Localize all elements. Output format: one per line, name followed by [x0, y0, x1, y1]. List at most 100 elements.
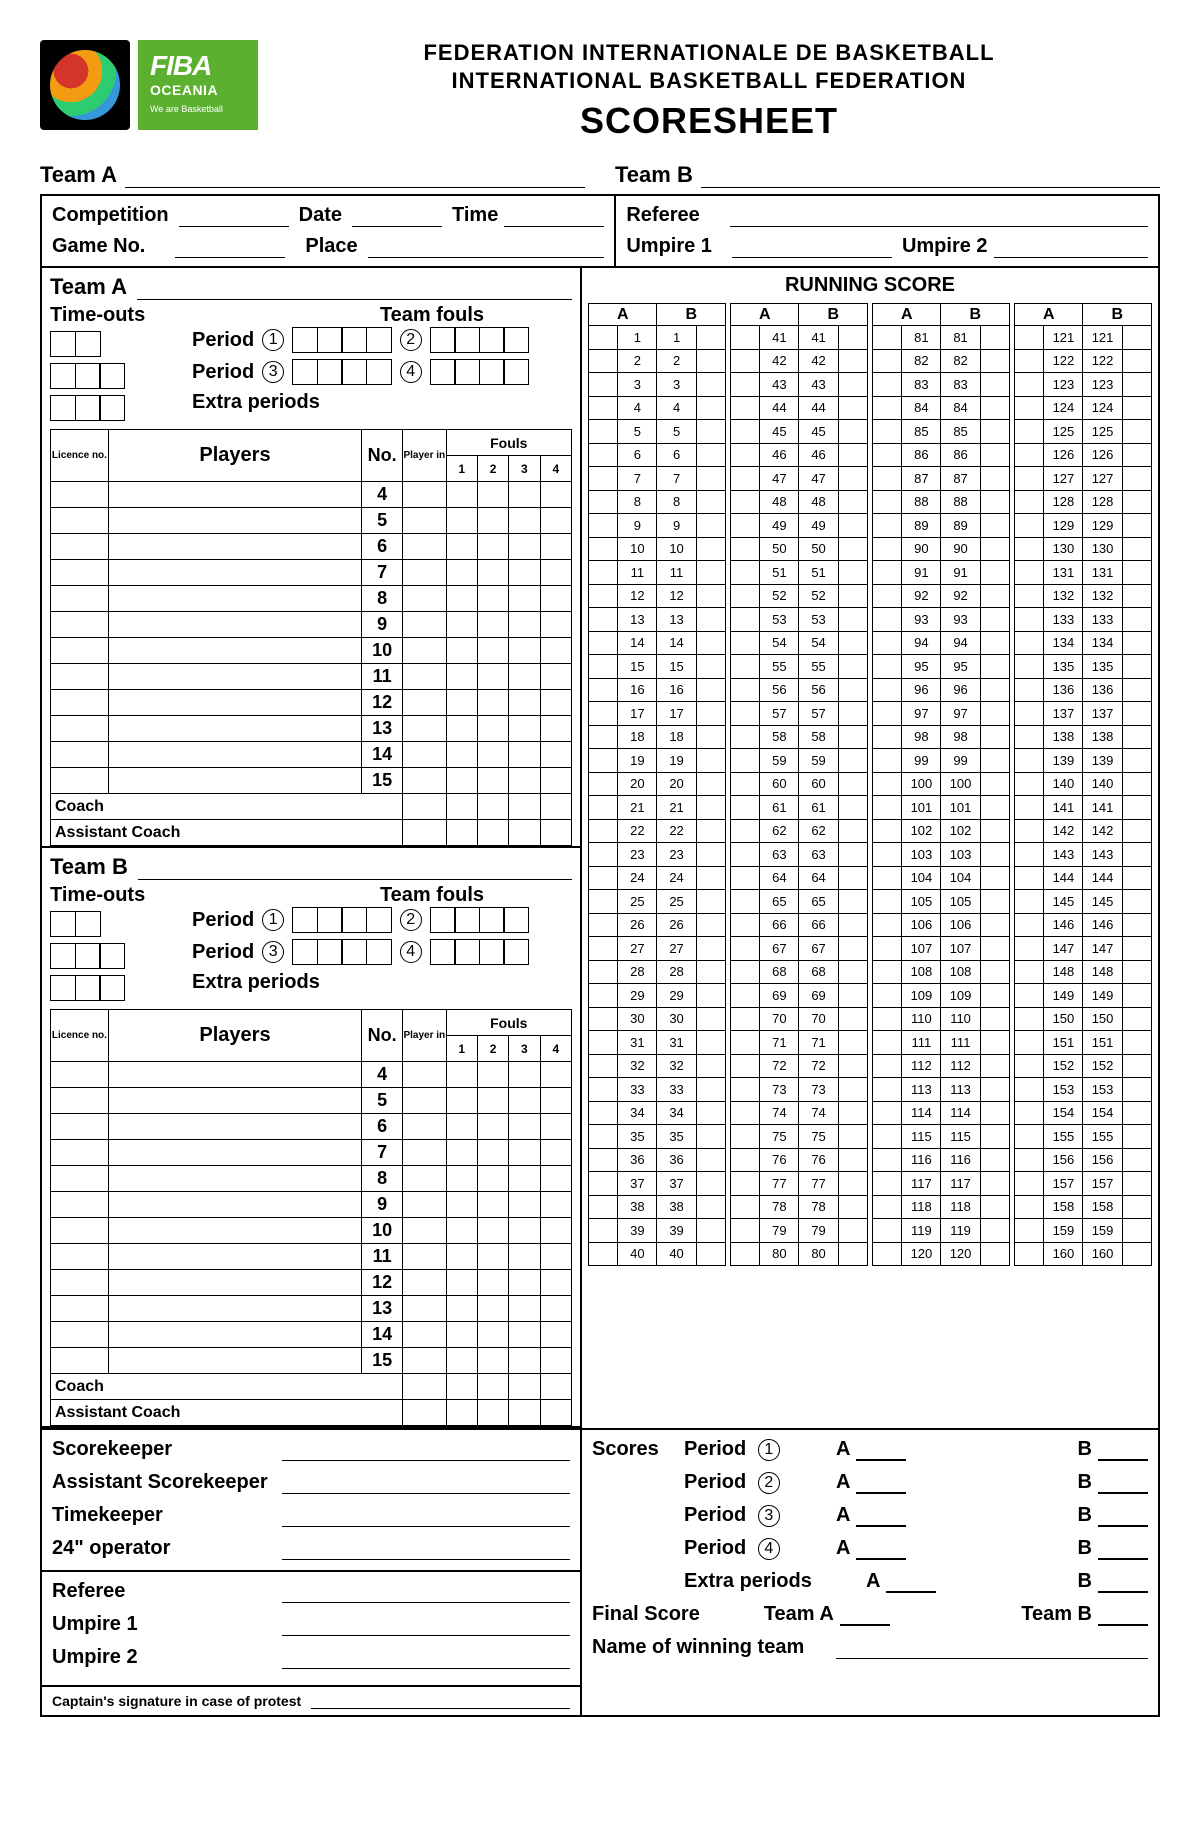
score-row: 6060 — [731, 772, 868, 796]
score-row: 145145 — [1015, 890, 1152, 914]
player-row: 6 — [51, 534, 572, 560]
umpire2-sig-label: Umpire 2 — [52, 1646, 282, 1669]
score-row: 5656 — [731, 678, 868, 702]
p3-b-blank — [1098, 1507, 1148, 1527]
team-b-name-blank — [138, 858, 572, 880]
player-row: 5 — [51, 508, 572, 534]
score-row: 142142 — [1015, 819, 1152, 843]
score-row: 7979 — [731, 1219, 868, 1243]
score-row: 1919 — [589, 749, 726, 773]
date-label: Date — [299, 204, 342, 227]
score-row: 3535 — [589, 1125, 726, 1149]
bottom-right: ScoresPeriod 1ABPeriod 2ABPeriod 3ABPeri… — [582, 1430, 1158, 1715]
score-row: 7070 — [731, 1007, 868, 1031]
score-row: 144144 — [1015, 866, 1152, 890]
player-row: 14 — [51, 1322, 572, 1348]
score-row: 4747 — [731, 467, 868, 491]
score-row: 117117 — [873, 1172, 1010, 1196]
score-row: 115115 — [873, 1125, 1010, 1149]
score-row: 124124 — [1015, 396, 1152, 420]
timeout-boxes-h1 — [50, 331, 180, 357]
scores-period1-label: Period 1 — [684, 1438, 824, 1461]
player-row: 4 — [51, 482, 572, 508]
score-col-b-header: B — [1083, 304, 1152, 326]
score-row: 4040 — [589, 1242, 726, 1266]
score-row: 4545 — [731, 420, 868, 444]
final-score-label: Final Score — [592, 1603, 700, 1626]
timeout-boxes-extra — [50, 395, 180, 421]
score-row: 8383 — [873, 373, 1010, 397]
score-row: 4343 — [731, 373, 868, 397]
main-box: Competition Date Time Game No. Place Ref… — [40, 194, 1160, 1717]
p4-a-blank — [856, 1540, 906, 1560]
title-line2: INTERNATIONAL BASKETBALL FEDERATION — [258, 68, 1160, 94]
period2-foul-boxes — [430, 907, 530, 933]
score-col-a-header: A — [731, 304, 799, 326]
team-b-block: Team B Time-outs Team fouls Period 1 2 P… — [42, 848, 580, 1428]
score-col-b-header: B — [941, 304, 1010, 326]
score-row: 104104 — [873, 866, 1010, 890]
player-row: 8 — [51, 586, 572, 612]
coach-row: Coach — [51, 1374, 572, 1400]
umpire1-sig-blank — [282, 1616, 570, 1636]
player-row: 10 — [51, 1218, 572, 1244]
score-row: 101101 — [873, 796, 1010, 820]
no-header: No. — [362, 430, 403, 482]
foul-col-header: 3 — [509, 1036, 540, 1062]
score-row: 7272 — [731, 1054, 868, 1078]
score-row: 143143 — [1015, 843, 1152, 867]
score-row: 2020 — [589, 772, 726, 796]
score-row: 5353 — [731, 608, 868, 632]
period3-foul-boxes — [292, 359, 392, 385]
team-b-title: Team B — [50, 854, 128, 880]
logo-tagline: We are Basketball — [150, 104, 246, 114]
score-row: 1818 — [589, 725, 726, 749]
score-row: 110110 — [873, 1007, 1010, 1031]
captain-protest-label: Captain's signature in case of protest — [52, 1693, 301, 1709]
gameno-blank — [175, 238, 285, 258]
bottom-row: Scorekeeper Assistant Scorekeeper Timeke… — [42, 1428, 1158, 1715]
score-row: 5555 — [731, 655, 868, 679]
players-header: Players — [108, 1010, 361, 1062]
score-row: 7171 — [731, 1031, 868, 1055]
score-row: 6969 — [731, 984, 868, 1008]
score-row: 5858 — [731, 725, 868, 749]
score-row: 1414 — [589, 631, 726, 655]
score-row: 3131 — [589, 1031, 726, 1055]
score-row: 112112 — [873, 1054, 1010, 1078]
score-row: 109109 — [873, 984, 1010, 1008]
logos: FIBA OCEANIA We are Basketball — [40, 40, 258, 130]
captain-protest-box: Captain's signature in case of protest — [42, 1685, 580, 1715]
score-row: 8585 — [873, 420, 1010, 444]
score-row: 4141 — [731, 326, 868, 350]
referee-sig-blank — [282, 1583, 570, 1603]
timeout-boxes-extra — [50, 975, 180, 1001]
score-row: 3232 — [589, 1054, 726, 1078]
score-row: 11 — [589, 326, 726, 350]
score-row: 1313 — [589, 608, 726, 632]
score-row: 119119 — [873, 1219, 1010, 1243]
score-row: 126126 — [1015, 443, 1152, 467]
score-row: 156156 — [1015, 1148, 1152, 1172]
timekeeper-label: Timekeeper — [52, 1504, 282, 1527]
period-label: Period — [192, 941, 254, 964]
score-row: 130130 — [1015, 537, 1152, 561]
player-row: 13 — [51, 1296, 572, 1322]
operator24-label: 24" operator — [52, 1537, 282, 1560]
bottom-left: Scorekeeper Assistant Scorekeeper Timeke… — [42, 1430, 582, 1715]
score-row: 147147 — [1015, 937, 1152, 961]
period-label: Period — [192, 909, 254, 932]
timeouts-label: Time-outs — [50, 304, 180, 327]
score-row: 9191 — [873, 561, 1010, 585]
team-fouls-label: Team fouls — [292, 304, 572, 327]
foul-col-header: 2 — [477, 1036, 508, 1062]
competition-label: Competition — [52, 204, 169, 227]
score-row: 9898 — [873, 725, 1010, 749]
team-fouls-label: Team fouls — [292, 884, 572, 907]
timeout-boxes-h2 — [50, 943, 180, 969]
player-in-header: Player in — [403, 1010, 446, 1062]
score-col-b-header: B — [657, 304, 726, 326]
player-row: 15 — [51, 1348, 572, 1374]
score-row: 99 — [589, 514, 726, 538]
score-row: 125125 — [1015, 420, 1152, 444]
